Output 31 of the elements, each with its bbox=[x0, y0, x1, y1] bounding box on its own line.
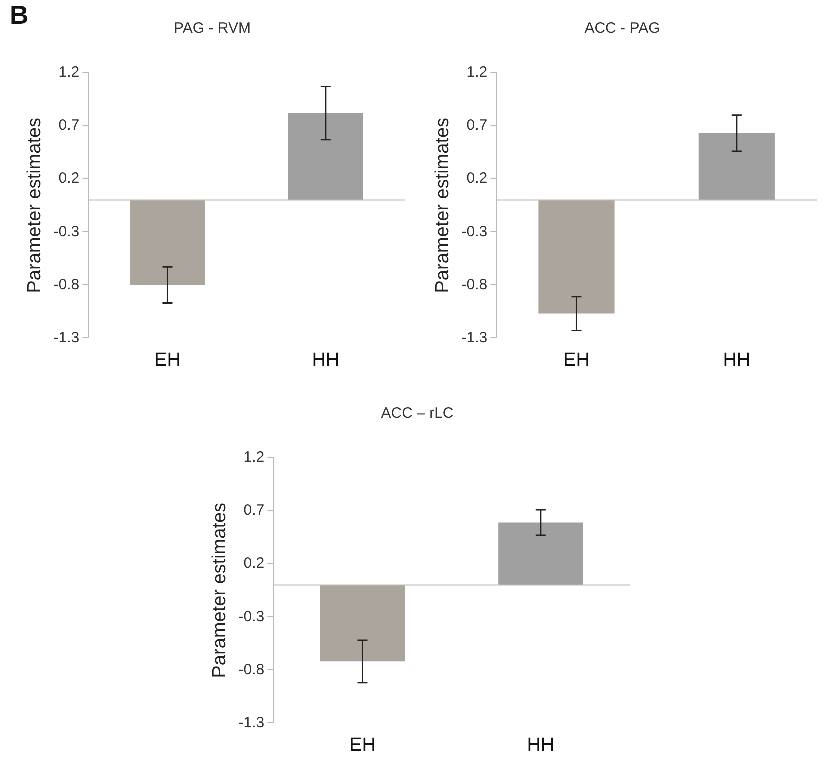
y-tick-label: -0.3 bbox=[54, 223, 80, 240]
y-axis-title: Parameter estimates bbox=[432, 118, 454, 294]
y-tick-label: -1.3 bbox=[54, 329, 80, 346]
y-tick-label: -0.8 bbox=[462, 276, 488, 294]
y-tick-label: -0.3 bbox=[462, 223, 488, 240]
y-tick-label: 0.2 bbox=[244, 555, 265, 572]
text: B bbox=[10, 0, 29, 31]
y-tick-label: -0.3 bbox=[238, 608, 265, 626]
y-tick-label: -1.3 bbox=[462, 329, 488, 346]
y-axis-title: Parameter estimates bbox=[210, 502, 231, 678]
y-tick-label: 0.7 bbox=[244, 502, 265, 520]
y-tick-label: -0.8 bbox=[54, 276, 80, 294]
chart-title: ACC - PAG bbox=[584, 20, 660, 38]
y-tick-label: 0.7 bbox=[58, 117, 80, 134]
x-tick-label: HH bbox=[527, 734, 555, 756]
y-tick-label: 1.2 bbox=[466, 64, 488, 82]
y-tick-label: 0.2 bbox=[466, 170, 488, 188]
y-tick-label: -1.3 bbox=[238, 714, 265, 732]
y-tick-label: 0.7 bbox=[466, 117, 488, 134]
y-tick-label: 1.2 bbox=[244, 449, 265, 466]
x-tick-label: EH bbox=[154, 350, 181, 371]
y-tick-label: -0.8 bbox=[238, 661, 265, 678]
x-tick-label: EH bbox=[564, 350, 590, 371]
x-tick-label: HH bbox=[312, 350, 340, 371]
y-tick-label: 1.2 bbox=[58, 64, 80, 82]
y-axis-title: Parameter estimates bbox=[24, 118, 46, 294]
y-tick-label: 0.2 bbox=[58, 170, 80, 188]
x-tick-label: EH bbox=[350, 734, 376, 756]
x-tick-label: HH bbox=[723, 350, 751, 371]
chart-title: ACC – rLC bbox=[381, 405, 454, 422]
chart-title: PAG - RVM bbox=[174, 20, 251, 38]
